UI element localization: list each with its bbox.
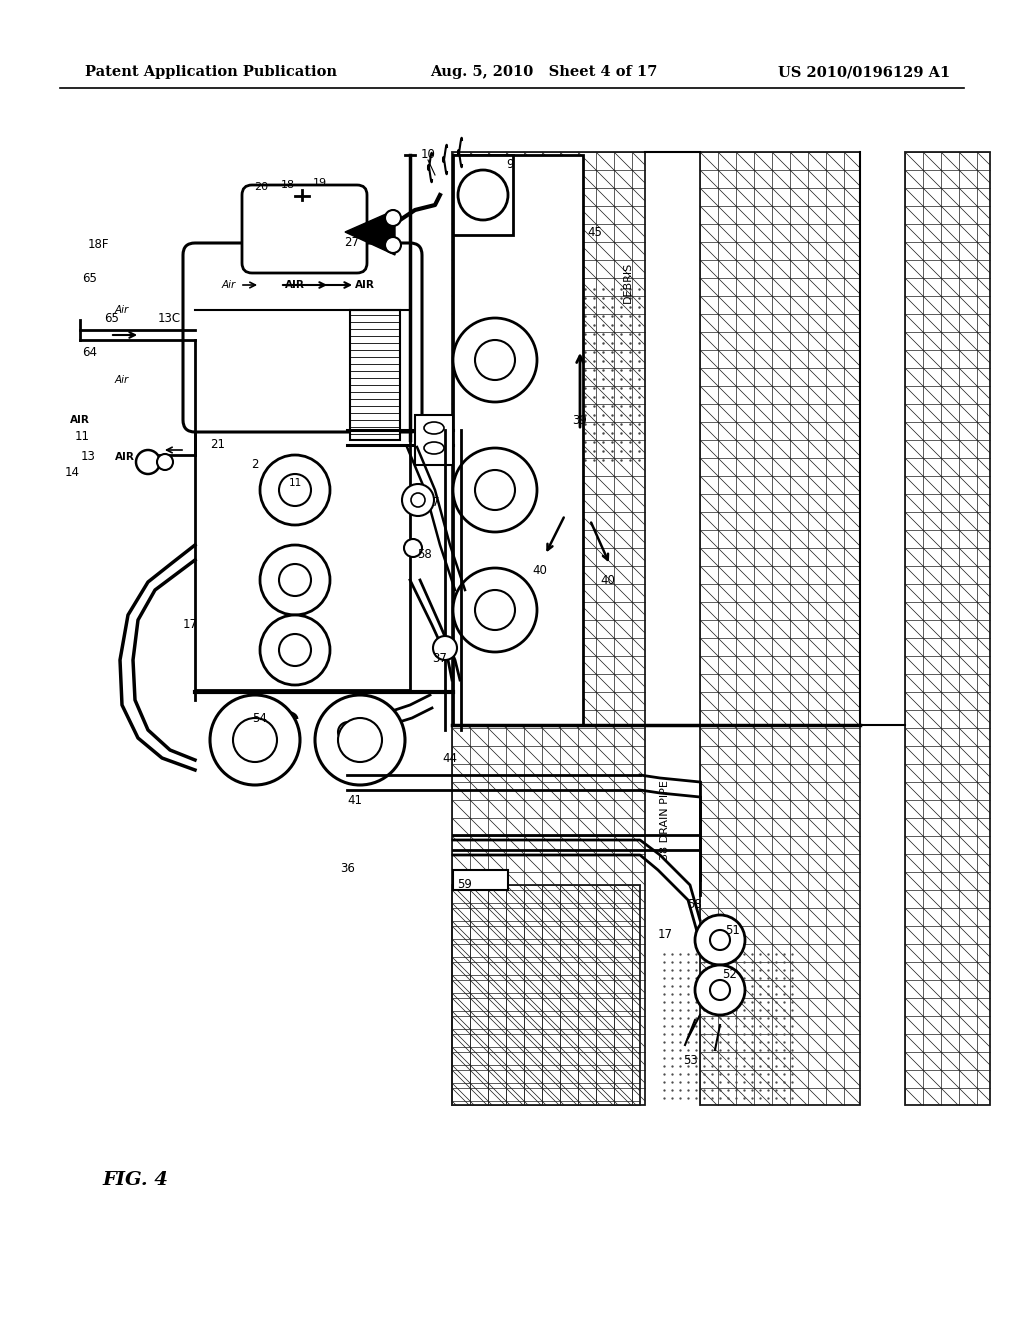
Circle shape [210,696,300,785]
Text: 36: 36 [341,862,355,874]
Circle shape [695,915,745,965]
Circle shape [233,718,278,762]
Text: 52: 52 [723,969,737,982]
Bar [905,152,990,1105]
Text: 9: 9 [506,158,514,172]
Text: 6: 6 [378,231,386,244]
Circle shape [433,636,457,660]
Circle shape [475,590,515,630]
Text: 45: 45 [588,226,602,239]
Circle shape [404,539,422,557]
Circle shape [279,474,311,506]
Text: AIR: AIR [115,451,135,462]
Text: AIR: AIR [70,414,90,425]
Text: FIG. 4: FIG. 4 [102,1171,168,1189]
Text: 40: 40 [600,573,615,586]
Text: 19: 19 [313,178,327,187]
Polygon shape [345,210,395,255]
Ellipse shape [424,422,444,434]
Circle shape [315,696,406,785]
Text: 41: 41 [347,793,362,807]
Circle shape [385,238,401,253]
Text: 37: 37 [432,652,447,664]
Ellipse shape [424,442,444,454]
Circle shape [260,455,330,525]
Text: 17: 17 [657,928,673,941]
Text: 21: 21 [211,438,225,451]
Circle shape [136,450,160,474]
Bar [453,154,513,235]
Text: 11: 11 [289,478,302,488]
Text: 13: 13 [81,450,95,463]
FancyBboxPatch shape [242,185,367,273]
Text: 54: 54 [253,711,267,725]
Text: 11: 11 [75,430,90,444]
Circle shape [260,615,330,685]
Text: 14: 14 [65,466,80,479]
Text: 2: 2 [251,458,259,471]
Bar [453,154,583,725]
Text: 59: 59 [458,879,472,891]
FancyBboxPatch shape [183,243,422,432]
Circle shape [157,454,173,470]
Circle shape [695,965,745,1015]
Bar [700,152,860,1105]
Text: AIR: AIR [355,280,375,290]
Circle shape [279,564,311,597]
Bar [195,420,410,690]
Text: US 2010/0196129 A1: US 2010/0196129 A1 [778,65,950,79]
Text: Patent Application Publication: Patent Application Publication [85,65,337,79]
Text: 40: 40 [532,564,548,577]
Circle shape [338,718,382,762]
Circle shape [279,634,311,667]
Text: 53: 53 [683,1053,697,1067]
Circle shape [453,447,537,532]
Text: Aug. 5, 2010   Sheet 4 of 17: Aug. 5, 2010 Sheet 4 of 17 [430,65,657,79]
Text: DEBRIS: DEBRIS [623,261,633,302]
Text: 58: 58 [418,549,432,561]
Bar [452,152,645,1105]
Text: Air: Air [222,280,237,290]
Text: 20: 20 [254,182,268,191]
Text: 17: 17 [182,619,198,631]
Bar [453,870,508,890]
Text: 27: 27 [344,236,359,249]
Circle shape [710,979,730,1001]
Text: 65: 65 [104,312,120,325]
Text: 51: 51 [726,924,740,936]
Text: 38 DRAIN PIPE: 38 DRAIN PIPE [660,780,670,859]
Text: 39: 39 [572,413,588,426]
Text: 18F: 18F [87,239,109,252]
Circle shape [453,318,537,403]
Text: 10: 10 [421,149,435,161]
Circle shape [710,931,730,950]
Circle shape [458,170,508,220]
Text: Air: Air [115,305,129,315]
Bar [350,310,400,440]
Text: 18: 18 [281,180,295,190]
Circle shape [385,210,401,226]
Circle shape [260,545,330,615]
Circle shape [338,722,358,742]
Circle shape [475,470,515,510]
Bar [415,414,453,465]
Circle shape [411,492,425,507]
Bar [452,884,640,1105]
Text: Air: Air [115,375,129,385]
Text: 58: 58 [688,899,702,912]
Text: AIR: AIR [285,280,305,290]
Text: 13C: 13C [158,312,181,325]
Circle shape [453,568,537,652]
Text: 44: 44 [442,751,458,764]
Text: 7: 7 [432,495,439,508]
Circle shape [402,484,434,516]
Text: 64: 64 [82,346,97,359]
Circle shape [475,341,515,380]
Text: 65: 65 [82,272,97,285]
